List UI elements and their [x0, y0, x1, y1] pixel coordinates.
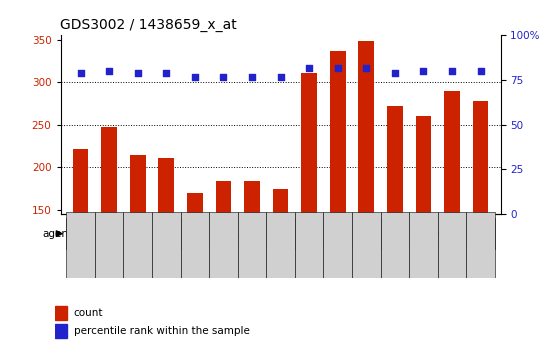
Bar [295, 212, 323, 278]
Bar [244, 181, 260, 214]
Text: MS-275: MS-275 [218, 229, 257, 239]
Point [104, 68, 113, 74]
Bar [387, 106, 403, 214]
Text: GDS3002 / 1438659_x_at: GDS3002 / 1438659_x_at [60, 18, 237, 32]
Point [419, 68, 428, 74]
Point [476, 68, 485, 74]
Bar [101, 127, 117, 214]
Text: agent: agent [42, 229, 72, 239]
Bar [466, 212, 495, 278]
Bar [323, 212, 352, 278]
Point [362, 65, 371, 70]
Bar [216, 181, 231, 214]
Bar [130, 155, 146, 214]
Bar [55, 306, 67, 320]
Bar [180, 212, 209, 278]
Bar [381, 212, 409, 278]
Text: percentile rank within the sample: percentile rank within the sample [74, 326, 250, 336]
Bar [187, 193, 202, 214]
Bar [73, 149, 89, 214]
Bar [238, 212, 266, 278]
Bar [295, 218, 381, 250]
Bar [209, 212, 238, 278]
Bar [330, 51, 345, 214]
Point [190, 74, 199, 79]
Point [133, 70, 142, 76]
Bar [438, 212, 466, 278]
Bar [158, 158, 174, 214]
Bar [444, 91, 460, 214]
Bar [152, 212, 180, 278]
Text: trichostatin A: trichostatin A [302, 229, 373, 239]
Bar [415, 116, 431, 214]
Point [390, 70, 399, 76]
Bar [66, 212, 95, 278]
Point [276, 74, 285, 79]
Bar [301, 73, 317, 214]
Bar [55, 324, 67, 338]
Point [219, 74, 228, 79]
Bar [266, 212, 295, 278]
Point [248, 74, 256, 79]
Point [76, 70, 85, 76]
Point [448, 68, 456, 74]
Bar [180, 218, 295, 250]
Bar [273, 189, 288, 214]
Point [333, 65, 342, 70]
Bar [381, 218, 495, 250]
Bar [95, 212, 123, 278]
Bar [409, 212, 438, 278]
Bar [123, 212, 152, 278]
Bar [359, 41, 374, 214]
Text: valproic acid: valproic acid [404, 229, 471, 239]
Text: count: count [74, 308, 103, 318]
Bar [66, 218, 180, 250]
Text: control: control [105, 229, 141, 239]
Bar [472, 101, 488, 214]
Point [305, 65, 314, 70]
Bar [352, 212, 381, 278]
Point [162, 70, 170, 76]
